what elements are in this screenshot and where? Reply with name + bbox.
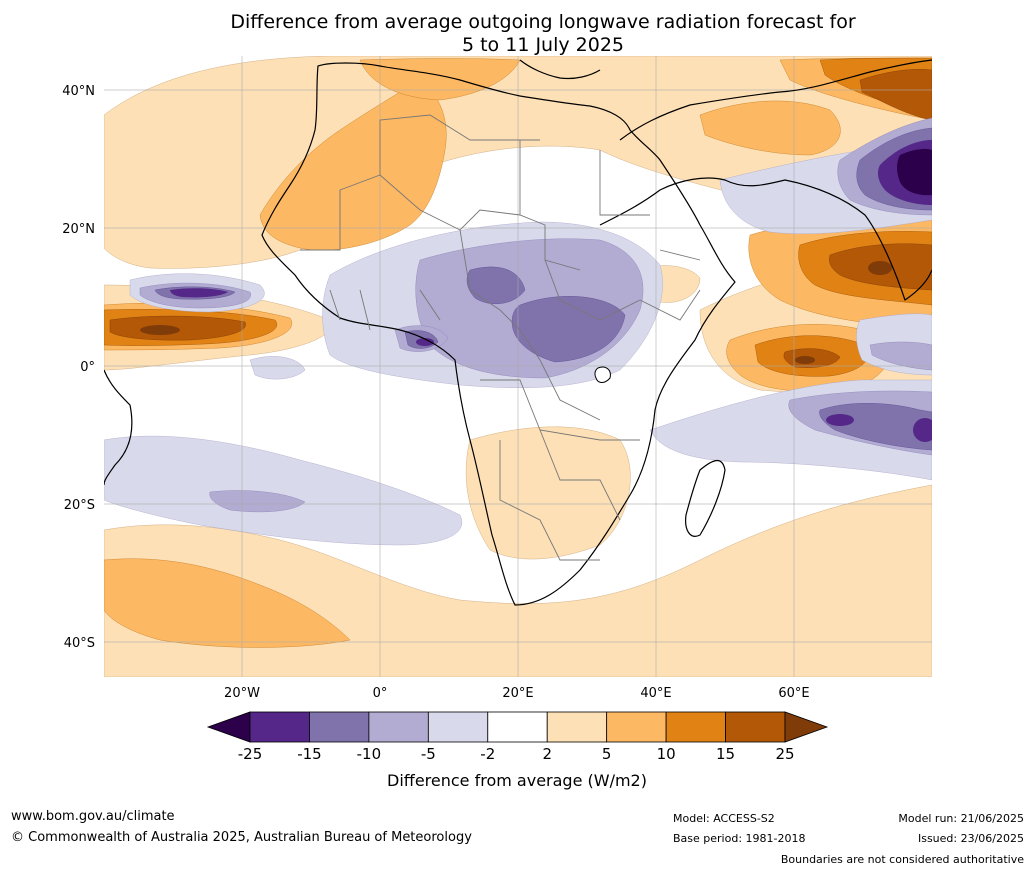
map-plot-area — [104, 56, 932, 677]
colorbar-tick-label: 10 — [657, 745, 676, 763]
model-text: Model: ACCESS-S2 — [673, 812, 775, 825]
country-borders — [300, 114, 701, 561]
lon-label: 60°E — [778, 686, 809, 701]
colorbar-tick-label: -2 — [480, 745, 495, 763]
colorbar-swatch — [665, 711, 726, 743]
colorbar-arrow-high — [784, 711, 829, 743]
colorbar-tick-label: 5 — [602, 745, 612, 763]
lat-label: 20°N — [62, 222, 95, 237]
colorbar-swatch — [546, 711, 608, 743]
lon-label: 0° — [373, 686, 388, 701]
lat-label: 40°N — [62, 84, 95, 99]
lon-label: 20°E — [502, 686, 533, 701]
latitude-labels: 40°N 20°N 0° 20°S 40°S — [62, 84, 95, 651]
colorbar-tick-label: 25 — [775, 745, 794, 763]
colorbar-tick-label: 2 — [542, 745, 552, 763]
colorbar-tick-label: -25 — [238, 745, 263, 763]
colorbar-swatch — [487, 711, 548, 743]
colorbar-tick-label: 15 — [716, 745, 735, 763]
anomaly-fill-above-25 — [140, 261, 892, 364]
lat-label: 0° — [80, 360, 95, 375]
colorbar-tick-label: -10 — [357, 745, 382, 763]
base-period-text: Base period: 1981-2018 — [673, 832, 806, 845]
colorbar-swatch — [427, 711, 489, 743]
model-run-text: Model run: 21/06/2025 — [898, 812, 1024, 825]
colorbar-swatch — [249, 711, 310, 743]
colorbar-swatch — [606, 711, 667, 743]
lon-label: 20°W — [224, 686, 260, 701]
colorbar-tick-label: -15 — [297, 745, 322, 763]
map-title-line-2: 5 to 11 July 2025 — [461, 34, 625, 56]
website-link[interactable]: www.bom.gov.au/climate — [11, 809, 175, 824]
lat-label: 20°S — [64, 498, 95, 513]
boundaries-note: Boundaries are not considered authoritat… — [780, 853, 1024, 866]
colorbar-swatch — [725, 711, 786, 743]
colorbar-swatch — [309, 711, 370, 743]
lon-label: 40°E — [640, 686, 671, 701]
colorbar-tick-label: -5 — [421, 745, 436, 763]
anomaly-fill-below-minus-25 — [897, 148, 932, 196]
colorbar-legend: -25 -15 -10 -5 -2 2 5 10 15 25 — [206, 711, 829, 763]
map-title-line-1: Difference from average outgoing longwav… — [230, 11, 856, 33]
longitude-labels: 20°W 0° 20°E 40°E 60°E — [224, 686, 810, 701]
coastlines — [104, 59, 932, 606]
lake-outline — [594, 366, 611, 383]
colorbar-swatch — [368, 711, 429, 743]
lat-label: 40°S — [64, 636, 95, 651]
copyright-text: © Commonwealth of Australia 2025, Austra… — [11, 830, 472, 845]
colorbar-arrow-low — [206, 711, 251, 743]
colorbar-label: Difference from average (W/m2) — [387, 771, 647, 790]
issued-text: Issued: 23/06/2025 — [917, 832, 1024, 845]
